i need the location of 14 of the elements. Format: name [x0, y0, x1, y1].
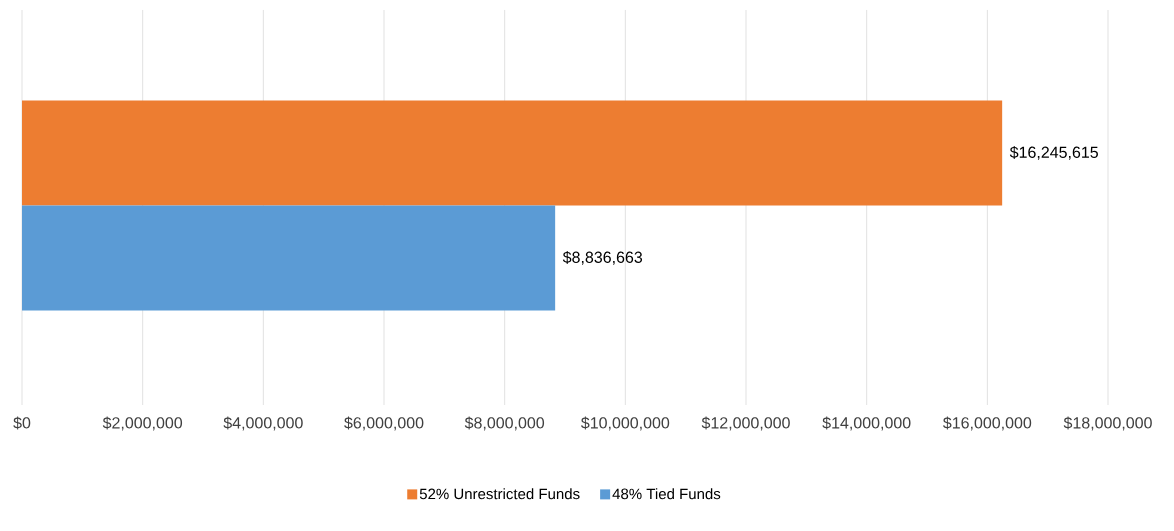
data-label: $8,836,663	[562, 250, 643, 265]
x-tick-label: $10,000,000	[581, 416, 670, 431]
x-tick-label: $12,000,000	[701, 416, 790, 431]
x-tick-label: $0	[13, 416, 31, 430]
x-tick-label: $6,000,000	[344, 416, 424, 431]
x-tick-label: $18,000,000	[1063, 416, 1152, 431]
x-tick-label: $16,000,000	[943, 416, 1032, 431]
legend-label: 52% Unrestricted Funds	[419, 488, 580, 500]
x-tick-label: $2,000,000	[102, 416, 183, 431]
x-tick-label: $14,000,000	[822, 416, 911, 431]
x-tick-label: $8,000,000	[464, 416, 545, 431]
data-label: $16,245,615	[1009, 145, 1098, 160]
x-tick-label: $4,000,000	[223, 416, 303, 431]
legend-label: 48% Tied Funds	[612, 488, 721, 500]
